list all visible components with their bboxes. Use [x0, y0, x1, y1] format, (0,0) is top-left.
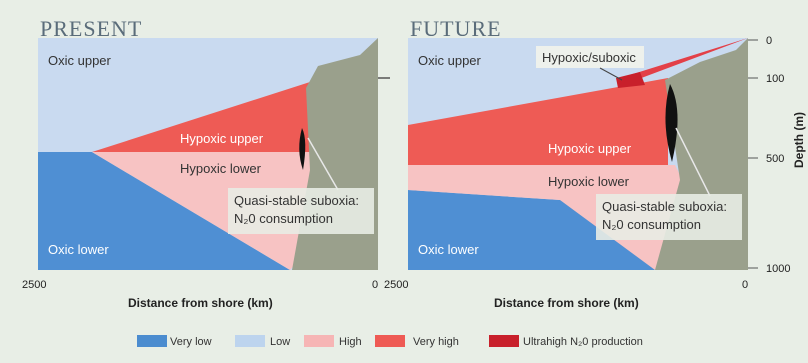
depth-axis: 0 100 500 1000 Depth (m)	[748, 35, 806, 275]
suboxia-label-line1: Quasi-stable suboxia:	[234, 193, 359, 208]
legend-label: High	[339, 336, 362, 348]
suboxia-label-box	[228, 188, 374, 234]
suboxia-label-box	[596, 194, 742, 240]
suboxia-label-line1: Quasi-stable suboxia:	[602, 199, 727, 214]
oxic-lower-region	[408, 190, 668, 270]
hypoxic-suboxic-label: Hypoxic/suboxic	[542, 50, 636, 65]
legend-label: Low	[270, 336, 290, 348]
x-axis-title: Distance from shore (km)	[128, 296, 273, 310]
oxic-upper-label: Oxic upper	[418, 53, 482, 68]
suboxia-label-line2: N₂0 consumption	[602, 217, 701, 232]
sediment-dark-patch	[665, 84, 678, 162]
hypoxic-lower-region	[92, 152, 340, 270]
suboxia-label-line2: N₂0 consumption	[234, 211, 333, 226]
panel-title: FUTURE	[410, 16, 502, 41]
depth-tick-label: 1000	[766, 263, 790, 275]
sediment-dark-patch	[299, 128, 306, 170]
hypoxic-suboxic-region	[620, 38, 748, 86]
panel-present: PRESENT Oxic upper Hypoxic upper Hypoxic…	[22, 16, 390, 310]
x-axis-left-tick: 2500	[384, 279, 408, 291]
depth-tick-label: 500	[766, 153, 784, 165]
hypoxic-suboxic-label-box	[536, 46, 644, 68]
ultrahigh-n2o-region	[616, 72, 645, 88]
legend-label: Very low	[170, 336, 212, 348]
legend-swatch	[375, 335, 405, 347]
x-axis-title: Distance from shore (km)	[494, 296, 639, 310]
oxic-lower-label: Oxic lower	[418, 242, 479, 257]
depth-axis-title: Depth (m)	[792, 112, 806, 168]
hypoxic-lower-region	[408, 165, 700, 270]
legend-label: Ultrahigh N₂0 production	[523, 336, 643, 348]
legend-swatch	[137, 335, 167, 347]
legend-swatch	[304, 335, 334, 347]
x-axis-right-tick: 0	[372, 279, 378, 291]
x-axis-right-tick: 0	[742, 279, 748, 291]
hypoxic-upper-label: Hypoxic upper	[548, 141, 632, 156]
hypoxic-lower-label: Hypoxic lower	[548, 174, 630, 189]
label-connector	[599, 67, 623, 81]
x-axis-left-tick: 2500	[22, 279, 46, 291]
oxic-lower-region	[38, 152, 290, 270]
depth-tick-label: 100	[766, 73, 784, 85]
depth-tick-label: 0	[766, 35, 772, 47]
callout-line	[675, 127, 711, 197]
oxic-lower-label: Oxic lower	[48, 242, 109, 257]
hypoxic-upper-label: Hypoxic upper	[180, 131, 264, 146]
hypoxic-lower-label: Hypoxic lower	[180, 161, 262, 176]
panel-future: FUTURE Oxic upper Hypoxic/suboxic Hypoxi…	[384, 16, 748, 310]
legend-swatch	[489, 335, 519, 347]
callout-line	[307, 137, 339, 191]
legend: Very low Low High Very high Ultrahigh N₂…	[137, 335, 643, 348]
hypoxic-upper-region	[92, 82, 310, 152]
panel-title: PRESENT	[40, 16, 142, 41]
oxic-upper-label: Oxic upper	[48, 53, 112, 68]
legend-swatch	[235, 335, 265, 347]
hypoxic-upper-region	[408, 78, 668, 165]
legend-label: Very high	[413, 336, 459, 348]
